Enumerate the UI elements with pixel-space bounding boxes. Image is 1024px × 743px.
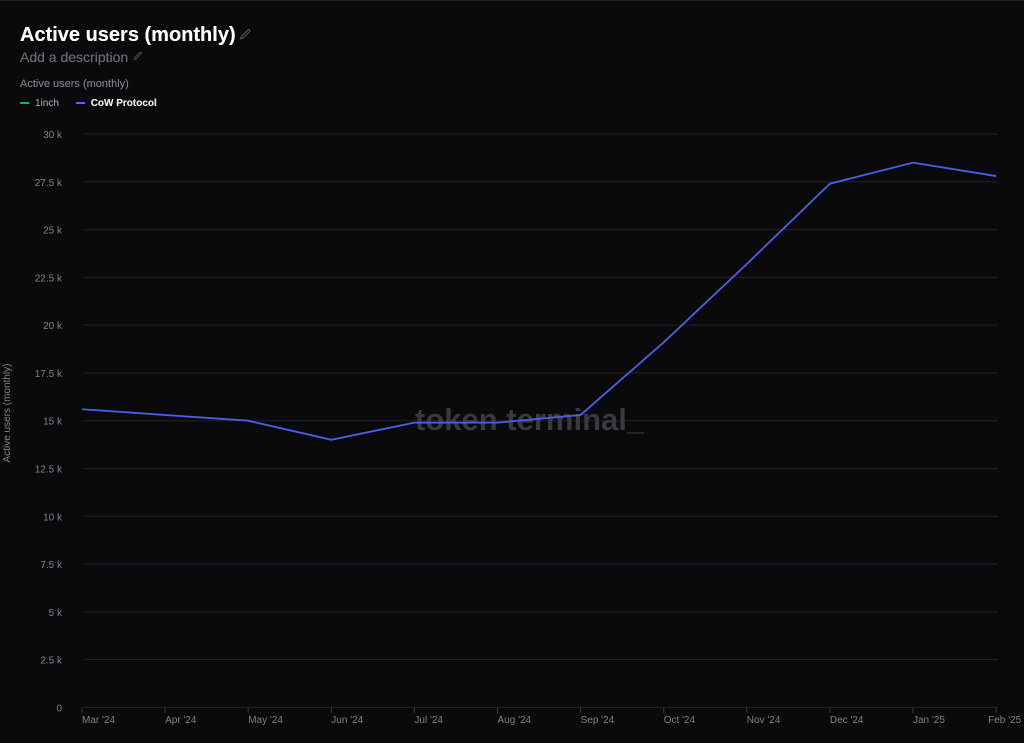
svg-text:Oct '24: Oct '24 xyxy=(664,715,696,726)
svg-text:10 k: 10 k xyxy=(43,512,63,523)
svg-text:May '24: May '24 xyxy=(248,715,283,726)
svg-text:Sep '24: Sep '24 xyxy=(581,715,615,726)
svg-text:Mar '24: Mar '24 xyxy=(82,715,115,726)
svg-text:Active users (monthly): Active users (monthly) xyxy=(2,364,13,463)
svg-text:2.5 k: 2.5 k xyxy=(40,656,63,667)
svg-text:15 k: 15 k xyxy=(43,417,63,428)
svg-text:17.5 k: 17.5 k xyxy=(35,369,63,380)
svg-text:Feb '25: Feb '25 xyxy=(988,715,1021,726)
svg-text:Apr '24: Apr '24 xyxy=(165,715,197,726)
svg-text:22.5 k: 22.5 k xyxy=(35,273,63,284)
svg-text:Nov '24: Nov '24 xyxy=(747,715,781,726)
svg-text:20 k: 20 k xyxy=(43,321,63,332)
svg-text:30 k: 30 k xyxy=(43,130,63,141)
svg-text:Jan '25: Jan '25 xyxy=(913,715,945,726)
svg-text:5 k: 5 k xyxy=(49,608,63,619)
svg-text:12.5 k: 12.5 k xyxy=(35,464,63,475)
svg-text:27.5 k: 27.5 k xyxy=(35,178,63,189)
svg-text:7.5 k: 7.5 k xyxy=(40,560,63,571)
svg-text:25 k: 25 k xyxy=(43,226,63,237)
svg-text:Dec '24: Dec '24 xyxy=(830,715,864,726)
svg-text:Jul '24: Jul '24 xyxy=(414,715,443,726)
svg-text:Jun '24: Jun '24 xyxy=(331,715,363,726)
svg-text:0: 0 xyxy=(56,703,62,714)
svg-text:Aug '24: Aug '24 xyxy=(498,715,532,726)
